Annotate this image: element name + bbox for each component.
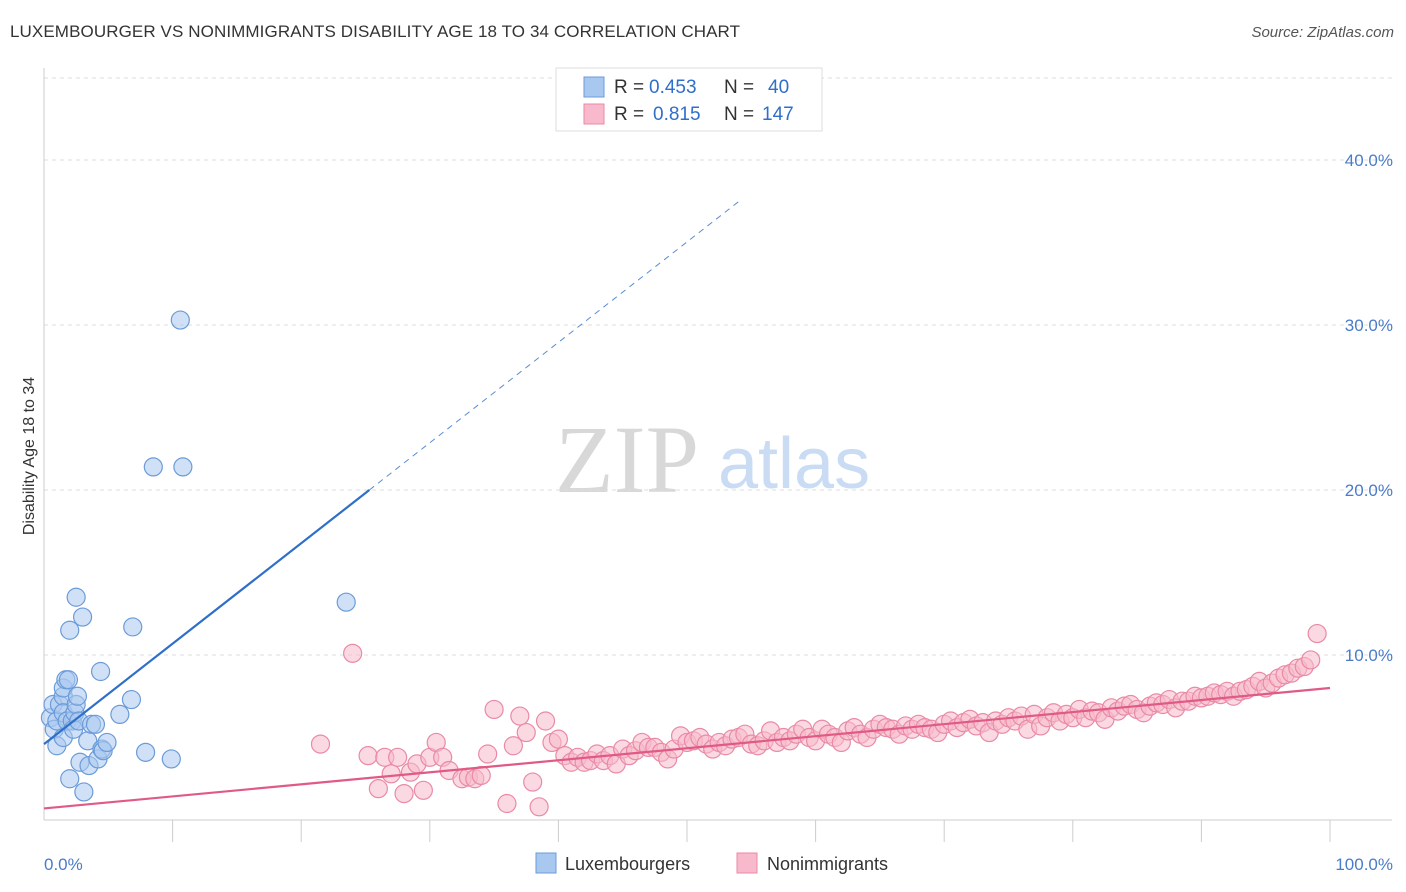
bottom-legend-swatch-nonimmigrants [736, 852, 758, 874]
bottom-legend: Luxembourgers Nonimmigrants [535, 852, 888, 874]
luxembourgers-point [97, 732, 117, 753]
bottom-legend-luxembourgers: Luxembourgers [565, 854, 690, 874]
nonimmigrants-point [484, 699, 504, 720]
x-tick-labels: 0.0% 100.0% [44, 855, 1393, 874]
watermark-zip: ZIP [555, 406, 699, 513]
luxembourgers-point [72, 607, 93, 627]
nonimmigrants-point [535, 711, 556, 731]
legend-r-value-1: 0.453 [649, 77, 697, 98]
bottom-legend-nonimmigrants: Nonimmigrants [767, 854, 888, 874]
x-tick-label-max: 100.0% [1335, 855, 1393, 874]
y-tick-label: 30.0% [1345, 316, 1393, 335]
y-tick-label: 20.0% [1345, 481, 1393, 500]
luxembourgers-point [85, 714, 106, 734]
luxembourgers-point [66, 587, 86, 607]
legend-swatch-luxembourgers [583, 76, 605, 98]
luxembourgers-point [170, 310, 190, 330]
bottom-legend-swatch-luxembourgers [535, 852, 557, 874]
nonimmigrants-point [548, 729, 569, 749]
luxembourgers-point [121, 689, 142, 710]
legend-n-value-2: 147 [762, 104, 794, 125]
chart-title: LUXEMBOURGER VS NONIMMIGRANTS DISABILITY… [10, 22, 741, 41]
luxembourgers-point [90, 661, 111, 682]
nonimmigrants-point [368, 779, 388, 799]
x-tick-label-min: 0.0% [44, 855, 83, 874]
grid [44, 77, 1392, 656]
legend-r-label-2: R = [614, 104, 644, 125]
legend: R = 0.453 N = 40 R = 0.815 N = 147 [555, 67, 823, 132]
luxembourgers-point [123, 617, 143, 637]
nonimmigrants-point [381, 764, 401, 784]
luxembourgers-point [143, 457, 163, 477]
y-tick-label: 40.0% [1345, 151, 1393, 170]
nonimmigrants-point [413, 780, 433, 800]
luxembourgers-point [161, 749, 181, 769]
luxembourgers-point [60, 620, 80, 640]
nonimmigrants-point [478, 744, 498, 764]
luxembourgers-point [74, 782, 94, 802]
axes [43, 68, 1392, 842]
luxembourgers-point [60, 769, 80, 789]
legend-n-value-1: 40 [768, 77, 789, 98]
legend-n-label-2: N = [724, 104, 754, 125]
luxembourgers-point [135, 742, 156, 762]
nonimmigrants-point [388, 747, 408, 767]
trend-lines [43, 201, 1331, 810]
nonimmigrants-point [510, 706, 530, 726]
legend-r-value-2: 0.815 [653, 104, 701, 125]
luxembourgers-trend-extension [369, 201, 739, 491]
luxembourgers-trend-line [43, 489, 371, 745]
nonimmigrants-point [503, 736, 523, 756]
source-label: Source: ZipAtlas.com [1251, 24, 1394, 41]
luxembourgers-point [336, 592, 356, 612]
nonimmigrants-point [394, 783, 414, 804]
watermark-atlas: atlas [718, 424, 870, 504]
legend-swatch-nonimmigrants [583, 103, 605, 125]
nonimmigrants-point [343, 643, 363, 663]
nonimmigrants-point [529, 797, 549, 817]
luxembourgers-point [173, 457, 193, 477]
legend-n-label-1: N = [724, 77, 754, 98]
y-tick-label: 10.0% [1345, 646, 1393, 665]
y-tick-labels: 10.0% 20.0% 30.0% 40.0% [1345, 151, 1393, 665]
nonimmigrants-point [358, 746, 378, 766]
y-axis-label: Disability Age 18 to 34 [21, 377, 38, 535]
nonimmigrants-point [1307, 623, 1327, 644]
luxembourgers-point [67, 686, 88, 706]
nonimmigrants-point [497, 793, 517, 814]
nonimmigrants-point [310, 734, 331, 754]
nonimmigrants-point [516, 722, 536, 743]
luxembourgers-point [58, 670, 79, 690]
data-points [40, 310, 1327, 817]
nonimmigrants-point [1301, 650, 1321, 670]
legend-r-label-1: R = [614, 77, 644, 98]
nonimmigrants-trend-line [43, 686, 1331, 810]
luxembourgers-point [110, 704, 130, 725]
watermark: ZIP atlas [555, 406, 870, 513]
nonimmigrants-point [523, 772, 543, 792]
